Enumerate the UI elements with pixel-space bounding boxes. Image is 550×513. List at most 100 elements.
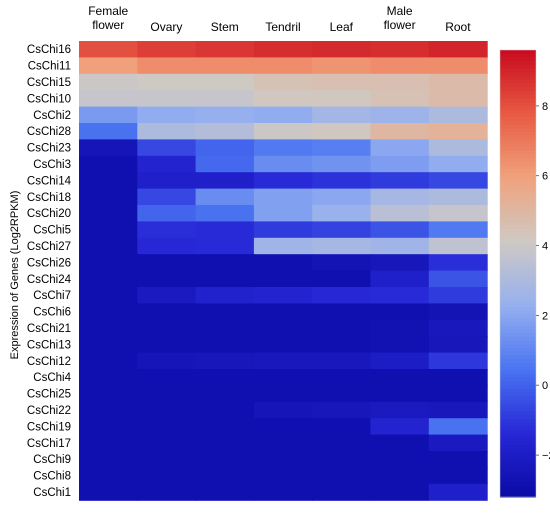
heatmap-cell bbox=[79, 385, 138, 403]
heatmap-cell bbox=[312, 90, 372, 108]
heatmap-cell bbox=[312, 41, 372, 58]
heatmap-cell bbox=[253, 385, 313, 403]
heatmap-cell bbox=[370, 303, 430, 321]
heatmap-cell bbox=[195, 352, 255, 370]
heatmap-cell bbox=[312, 418, 372, 436]
heatmap-cell bbox=[137, 172, 197, 190]
heatmap-cell bbox=[370, 483, 430, 501]
heatmap-cell bbox=[253, 73, 313, 91]
heatmap-cell bbox=[312, 221, 372, 239]
heatmap-cell bbox=[79, 254, 138, 272]
row-label: CsChi7 bbox=[33, 290, 71, 302]
row-label: CsChi21 bbox=[27, 323, 71, 335]
heatmap-cell bbox=[428, 369, 488, 386]
heatmap-cell bbox=[79, 467, 138, 485]
heatmap-cell bbox=[253, 319, 313, 337]
heatmap-cell bbox=[195, 483, 255, 501]
row-label: CsChi1 bbox=[33, 487, 71, 499]
heatmap-cell bbox=[428, 205, 488, 222]
heatmap-cell bbox=[253, 172, 313, 190]
heatmap-cell bbox=[253, 451, 313, 468]
heatmap-cell bbox=[79, 369, 138, 386]
heatmap-cell bbox=[79, 41, 138, 58]
row-label: CsChi9 bbox=[33, 454, 71, 466]
heatmap-cell bbox=[137, 106, 197, 124]
heatmap-cell bbox=[428, 483, 488, 501]
row-label: CsChi2 bbox=[33, 110, 71, 122]
heatmap-cell bbox=[428, 90, 488, 108]
heatmap-cell bbox=[195, 123, 255, 140]
row-label: CsChi25 bbox=[27, 389, 71, 401]
heatmap-cell bbox=[428, 188, 488, 206]
heatmap-cell bbox=[312, 237, 372, 255]
heatmap-cell bbox=[253, 41, 313, 58]
heatmap-cell bbox=[312, 106, 372, 124]
row-label: CsChi22 bbox=[27, 405, 71, 417]
heatmap-cell bbox=[137, 401, 197, 419]
colorbar-tick-label: −2 bbox=[542, 450, 550, 462]
heatmap-cell bbox=[137, 205, 197, 222]
heatmap-cell bbox=[195, 336, 255, 354]
heatmap-cell bbox=[137, 123, 197, 140]
heatmap-cell bbox=[253, 205, 313, 222]
y-axis-label: Expression of Genes (Log2RPKM) bbox=[9, 191, 21, 360]
heatmap-cell bbox=[137, 434, 197, 452]
heatmap-cell bbox=[428, 270, 488, 288]
heatmap-cell bbox=[195, 73, 255, 91]
heatmap-cell bbox=[428, 155, 488, 173]
heatmap-cell bbox=[79, 451, 138, 468]
column-label: Root bbox=[445, 20, 471, 34]
heatmap-cell bbox=[195, 401, 255, 419]
heatmap-cell bbox=[428, 172, 488, 190]
heatmap-cell bbox=[195, 319, 255, 337]
heatmap-cell bbox=[137, 254, 197, 272]
colorbar-tick-label: 2 bbox=[542, 310, 548, 322]
heatmap-cell bbox=[195, 188, 255, 206]
heatmap-cell bbox=[195, 418, 255, 436]
heatmap-cell bbox=[370, 434, 430, 452]
heatmap-cell bbox=[79, 57, 138, 75]
heatmap-cell bbox=[79, 352, 138, 370]
heatmap-cell bbox=[370, 401, 430, 419]
heatmap-cell bbox=[370, 172, 430, 190]
heatmap-cell bbox=[137, 418, 197, 436]
heatmap-cell bbox=[370, 352, 430, 370]
heatmap-cell bbox=[137, 319, 197, 337]
row-label: CsChi23 bbox=[27, 143, 71, 155]
heatmap-cell bbox=[370, 385, 430, 403]
row-label: CsChi6 bbox=[33, 307, 71, 319]
heatmap-cell bbox=[137, 369, 197, 386]
heatmap-cell bbox=[370, 319, 430, 337]
heatmap-cell bbox=[428, 221, 488, 239]
heatmap-cell bbox=[370, 123, 430, 140]
heatmap-cell bbox=[79, 90, 138, 108]
heatmap-cell bbox=[370, 451, 430, 468]
heatmap-cell bbox=[312, 172, 372, 190]
heatmap-cell bbox=[428, 303, 488, 321]
heatmap-cell bbox=[195, 385, 255, 403]
heatmap-cell bbox=[370, 254, 430, 272]
heatmap-cell bbox=[137, 467, 197, 485]
heatmap-cell bbox=[79, 155, 138, 173]
heatmap-cell bbox=[312, 401, 372, 419]
heatmap-cell bbox=[370, 237, 430, 255]
heatmap-cell bbox=[137, 287, 197, 304]
heatmap-cell bbox=[137, 303, 197, 321]
row-label: CsChi26 bbox=[27, 257, 71, 269]
heatmap-cell bbox=[253, 401, 313, 419]
heatmap-cell bbox=[195, 57, 255, 75]
heatmap-cell bbox=[428, 73, 488, 91]
heatmap-cell bbox=[137, 237, 197, 255]
heatmap-cell bbox=[79, 123, 138, 140]
heatmap-cell bbox=[195, 205, 255, 222]
colorbar-tick-label: 0 bbox=[542, 380, 548, 392]
heatmap-cell bbox=[137, 139, 197, 157]
heatmap-cell bbox=[79, 303, 138, 321]
heatmap-cell bbox=[79, 319, 138, 337]
heatmap-cell bbox=[253, 336, 313, 354]
row-label: CsChi5 bbox=[33, 225, 71, 237]
heatmap-cell bbox=[137, 188, 197, 206]
heatmap-cell bbox=[79, 106, 138, 124]
row-label: CsChi10 bbox=[27, 93, 71, 105]
